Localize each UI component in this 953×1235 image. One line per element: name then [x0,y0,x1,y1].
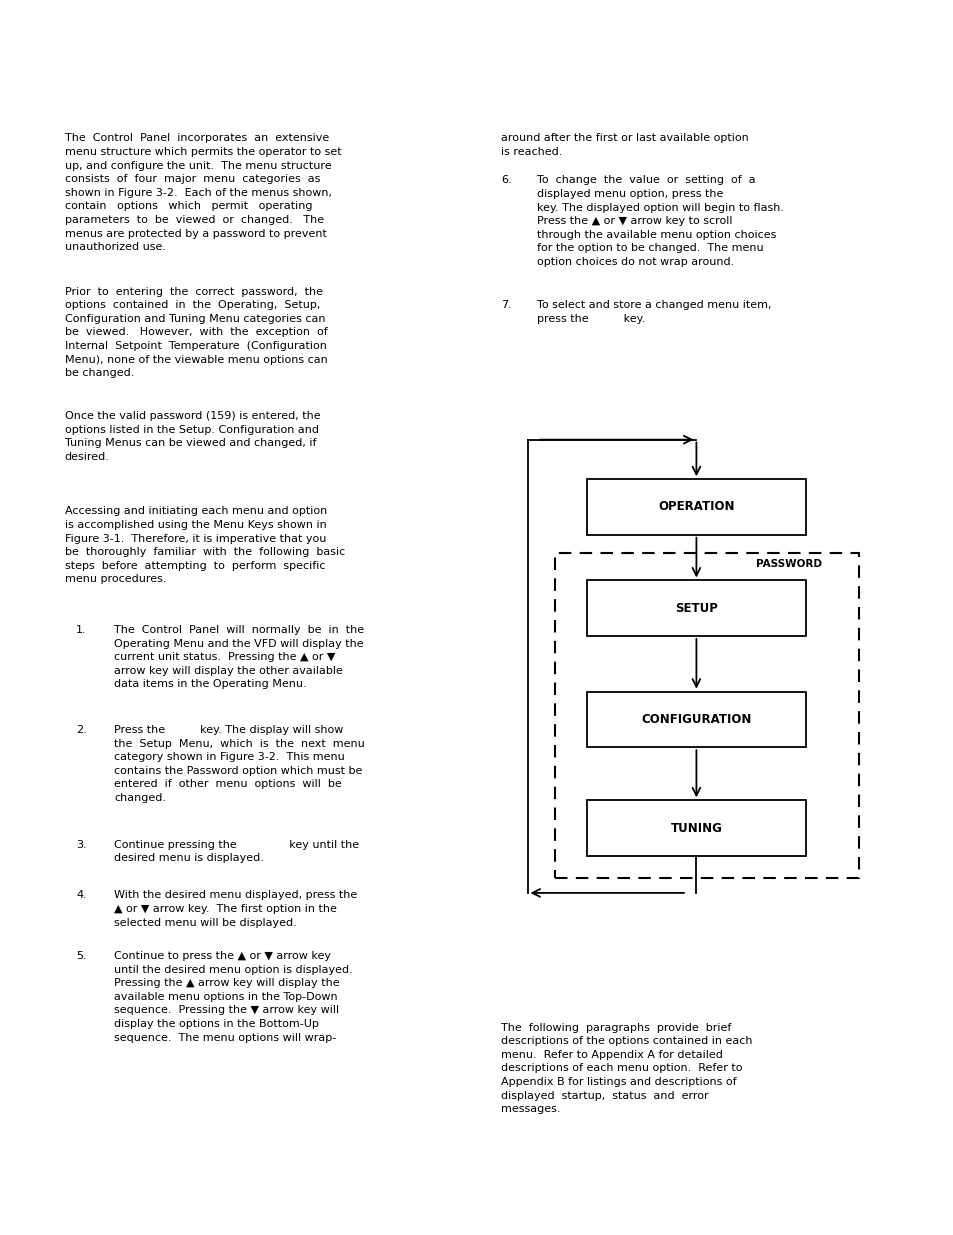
Text: With the desired menu displayed, press the
▲ or ▼ arrow key.  The first option i: With the desired menu displayed, press t… [114,890,357,927]
Text: PASSWORD: PASSWORD [756,559,821,569]
Text: Prior  to  entering  the  correct  password,  the
options  contained  in  the  O: Prior to entering the correct password, … [65,287,327,378]
Text: CONFIGURATION: CONFIGURATION [640,713,751,726]
Text: 7.: 7. [500,300,511,310]
Text: To select and store a changed menu item,
press the          key.: To select and store a changed menu item,… [537,300,771,324]
Text: The  following  paragraphs  provide  brief
descriptions of the options contained: The following paragraphs provide brief d… [500,1023,752,1114]
Text: 4.: 4. [76,890,87,900]
Text: around after the first or last available option
is reached.: around after the first or last available… [500,133,748,157]
Text: To  change  the  value  or  setting  of  a
displayed menu option, press the
key.: To change the value or setting of a disp… [537,175,783,267]
Bar [586,580,805,636]
Text: 3.: 3. [76,840,87,850]
Text: The  Control  Panel  will  normally  be  in  the
Operating Menu and the VFD will: The Control Panel will normally be in th… [114,625,364,689]
Text: Press the          key. The display will show
the  Setup  Menu,  which  is  the : Press the key. The display will show the… [114,725,365,803]
Text: 2.: 2. [76,725,87,735]
Text: 1.: 1. [76,625,87,635]
Text: Continue to press the ▲ or ▼ arrow key
until the desired menu option is displaye: Continue to press the ▲ or ▼ arrow key u… [114,951,353,1042]
Text: Continue pressing the               key until the
desired menu is displayed.: Continue pressing the key until the desi… [114,840,359,863]
Text: OPERATION: OPERATION [658,500,734,514]
Text: The  Control  Panel  incorporates  an  extensive
menu structure which permits th: The Control Panel incorporates an extens… [65,133,341,252]
Bar [586,692,805,747]
Text: Once the valid password (159) is entered, the
options listed in the Setup. Confi: Once the valid password (159) is entered… [65,411,320,462]
Text: 5.: 5. [76,951,87,961]
Text: 6.: 6. [500,175,511,185]
Text: SETUP: SETUP [675,601,717,615]
Bar [555,553,858,878]
Text: Accessing and initiating each menu and option
is accomplished using the Menu Key: Accessing and initiating each menu and o… [65,506,345,584]
Text: TUNING: TUNING [670,821,721,835]
Bar [586,479,805,535]
Bar [586,800,805,856]
